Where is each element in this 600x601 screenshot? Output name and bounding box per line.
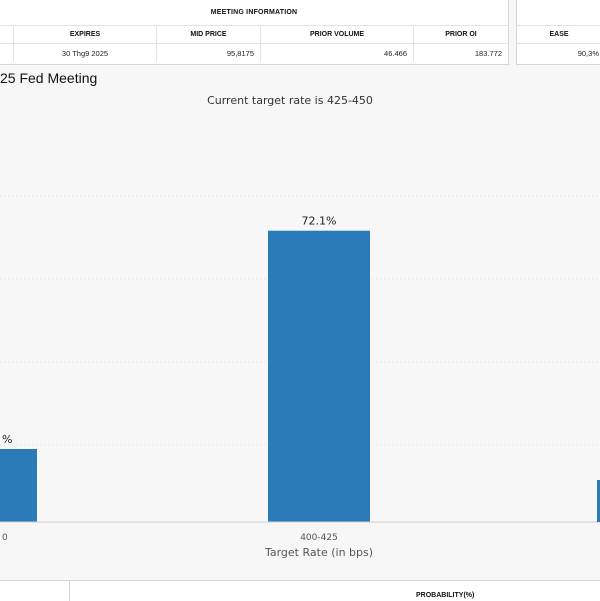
column-prior-volume: PRIOR VOLUME [260,26,413,43]
partial-bar-edge [597,480,600,522]
value-expires: 30 Thg9 2025 [13,44,156,62]
ease-header: EASE [517,26,600,44]
ease-value: 90,3% [577,48,599,58]
x-tick-label: 400-425 [300,533,338,543]
x-tick-labels: 0 400-425 [2,533,338,543]
probability-table-header: PROBABILITY(%) [0,580,600,601]
value-mid-price: 95,8175 [156,44,260,62]
meeting-info-columns: EXPIRES MID PRICE PRIOR VOLUME PRIOR OI [0,26,508,44]
column-spacer [0,26,13,43]
meeting-info-table: MEETING INFORMATION EXPIRES MID PRICE PR… [0,0,509,65]
chart-svg: Current target rate is 425-450 % 72.1% 0 4… [0,94,600,559]
value-prior-oi: 183.772 [413,44,508,62]
column-prior-oi: PRIOR OI [413,26,508,43]
probability-header: PROBABILITY(%) [416,592,475,599]
x-axis-label: Target Rate (in bps) [264,546,373,559]
bar-1[interactable] [268,230,370,522]
meeting-info-header: MEETING INFORMATION [0,0,508,26]
ease-table: EASE 90,3% [516,0,600,65]
bar-value-label: % [2,433,12,446]
column-expires: EXPIRES [13,26,156,43]
probability-chart: Current target rate is 425-450 % 72.1% 0 4… [0,88,600,568]
column-divider [69,581,70,601]
ease-spacer [517,0,600,26]
chart-title: Current target rate is 425-450 [207,94,373,107]
chart-bars: % 72.1% [0,215,370,522]
x-tick-label: 0 [2,533,8,543]
meeting-title: 25 Fed Meeting [0,70,98,86]
column-mid-price: MID PRICE [156,26,260,43]
value-spacer [0,44,13,62]
meeting-info-values: 30 Thg9 2025 95,8175 46.466 183.772 [0,44,508,62]
value-prior-volume: 46.466 [260,44,413,62]
bar-0[interactable] [0,449,37,522]
bar-value-label: 72.1% [302,215,337,228]
